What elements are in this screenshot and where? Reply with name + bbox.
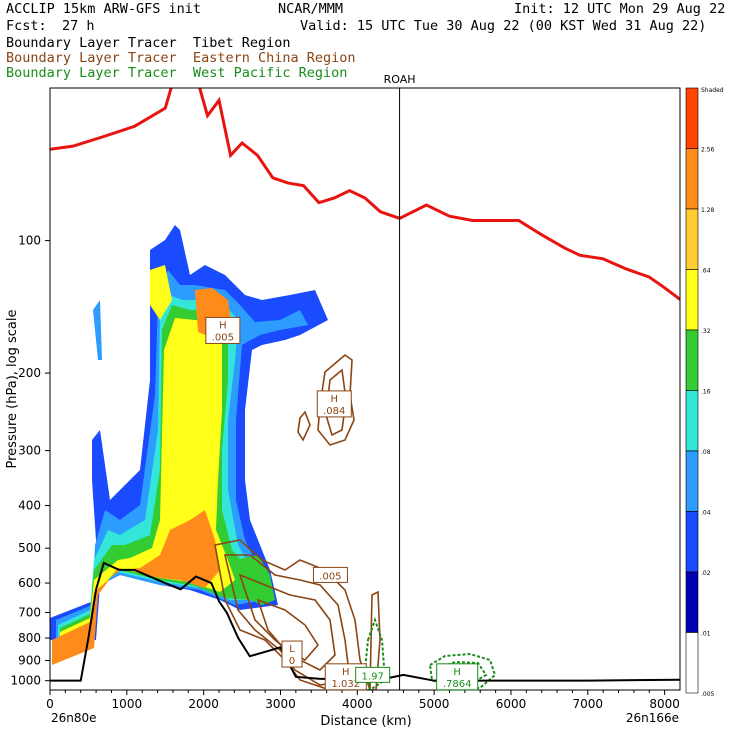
forecast-label: Fcst:: [6, 18, 47, 34]
terrain-line: [50, 561, 680, 682]
colorbar-segment: [685, 269, 699, 331]
colorbar-segment: [685, 450, 699, 512]
maximum-label-box: [316, 390, 352, 418]
maximum-label-box: [281, 640, 303, 668]
tracer-legend-west-pacific: Boundary Layer Tracer West Pacific Regio…: [6, 65, 348, 81]
maximum-symbol: H: [219, 320, 227, 331]
colorbar-segment: [685, 571, 699, 633]
maximum-label: L0: [281, 640, 303, 668]
y-tick-label: 800: [18, 631, 41, 645]
colorbar: Shaded 2.56 1.28 .64 .32 .16 .08 .04 .02 .01 .005: [685, 87, 724, 698]
init-time: Init: 12 UTC Mon 29 Aug 22: [514, 1, 726, 17]
y-tick-label: 500: [18, 541, 41, 555]
colorbar-segment: [685, 632, 699, 694]
maximum-value: .084: [323, 406, 345, 417]
x-axis-right-end-label: 26n166e: [626, 711, 679, 725]
maximum-symbol: H: [342, 667, 350, 678]
maximum-value: 1.032: [331, 679, 360, 690]
colorbar-level-label: .08: [701, 449, 711, 456]
colorbar-level-label: .02: [701, 570, 711, 577]
colorbar-segment: [685, 148, 699, 210]
tracer-legend-tibet: Boundary Layer Tracer Tibet Region: [6, 35, 291, 51]
colorbar-segment: [685, 329, 699, 391]
org-label: NCAR/MMM: [278, 1, 344, 17]
maximum-label: 1.97: [355, 666, 391, 683]
x-axis-left-end-label: 26n80e: [51, 711, 97, 725]
colorbar-level-label: .32: [701, 328, 711, 335]
colorbar-level-label: .04: [701, 510, 711, 517]
x-axis-title: Distance (km): [320, 714, 411, 729]
plot-frame: [49, 87, 681, 691]
colorbar-level-label: 2.56: [701, 147, 715, 154]
maximum-value: .005: [319, 571, 341, 582]
x-tick-label: 0: [46, 697, 54, 711]
model-title: ACCLIP 15km ARW-GFS init: [6, 1, 202, 17]
forecast-hour: 27 h: [62, 18, 95, 34]
y-tick-label: 1000: [10, 674, 41, 688]
maximum-symbol: H: [331, 394, 339, 405]
maximum-symbol: L: [289, 644, 295, 655]
colorbar-level-label: 1.28: [701, 207, 715, 214]
maximum-label-box: [205, 316, 241, 344]
colorbar-segment: [685, 511, 699, 573]
maximum-label: H.084: [316, 390, 352, 418]
x-tick-label: 8000: [649, 697, 680, 711]
colorbar-level-label: .64: [701, 268, 711, 275]
y-tick-label: 100: [18, 234, 41, 248]
colorbar-level-label: .005: [701, 691, 715, 698]
colorbar-segment: [685, 390, 699, 452]
maximum-label: H.005: [205, 316, 241, 344]
roah-label: ROAH: [384, 73, 416, 86]
colorbar-segment: [685, 208, 699, 270]
x-tick-label: 3000: [265, 697, 296, 711]
colorbar-segment: [685, 87, 699, 149]
y-tick-label: 400: [18, 499, 41, 513]
y-tick-label: 600: [18, 576, 41, 590]
colorbar-level-label: .16: [701, 389, 711, 396]
x-tick-label: 5000: [419, 697, 450, 711]
valid-time: Valid: 15 UTC Tue 30 Aug 22 (00 KST Wed …: [300, 18, 707, 34]
colorbar-level-label: Shaded: [701, 87, 724, 94]
maximum-value: .005: [212, 332, 234, 343]
y-axis-title: Pressure (hPa), log scale: [5, 310, 20, 469]
x-axis-ticks: 0 1000 2000 3000 4000 5000 6000 7000 8000: [46, 690, 680, 711]
maximum-label-box: [355, 666, 391, 683]
x-tick-label: 2000: [188, 697, 219, 711]
maximum-label: H.7864: [436, 663, 479, 691]
maximum-label-box: [312, 566, 348, 583]
y-tick-label: 200: [18, 366, 41, 380]
maximum-value: .7864: [443, 679, 472, 690]
x-tick-label: 1000: [112, 697, 143, 711]
eastern-china-contours: [214, 353, 381, 690]
x-tick-label: 4000: [342, 697, 373, 711]
maximum-symbol: H: [453, 667, 461, 678]
x-tick-label: 7000: [573, 697, 604, 711]
maximum-value: 1.97: [362, 671, 384, 682]
tracer-shading: [50, 225, 328, 665]
maximum-value: 0: [289, 656, 295, 667]
maximum-label-box: [436, 663, 479, 691]
y-tick-label: 900: [18, 654, 41, 668]
colorbar-level-label: .01: [701, 631, 711, 638]
y-tick-label: 700: [18, 606, 41, 620]
y-axis-ticks: 100 200 300 400 500 600 700 800 900 1000: [10, 234, 50, 688]
tropopause-line: [50, 88, 680, 301]
maximum-label: .005: [312, 566, 348, 583]
x-tick-label: 6000: [496, 697, 527, 711]
y-tick-label: 300: [18, 444, 41, 458]
tracer-legend-eastern-china: Boundary Layer Tracer Eastern China Regi…: [6, 50, 356, 66]
